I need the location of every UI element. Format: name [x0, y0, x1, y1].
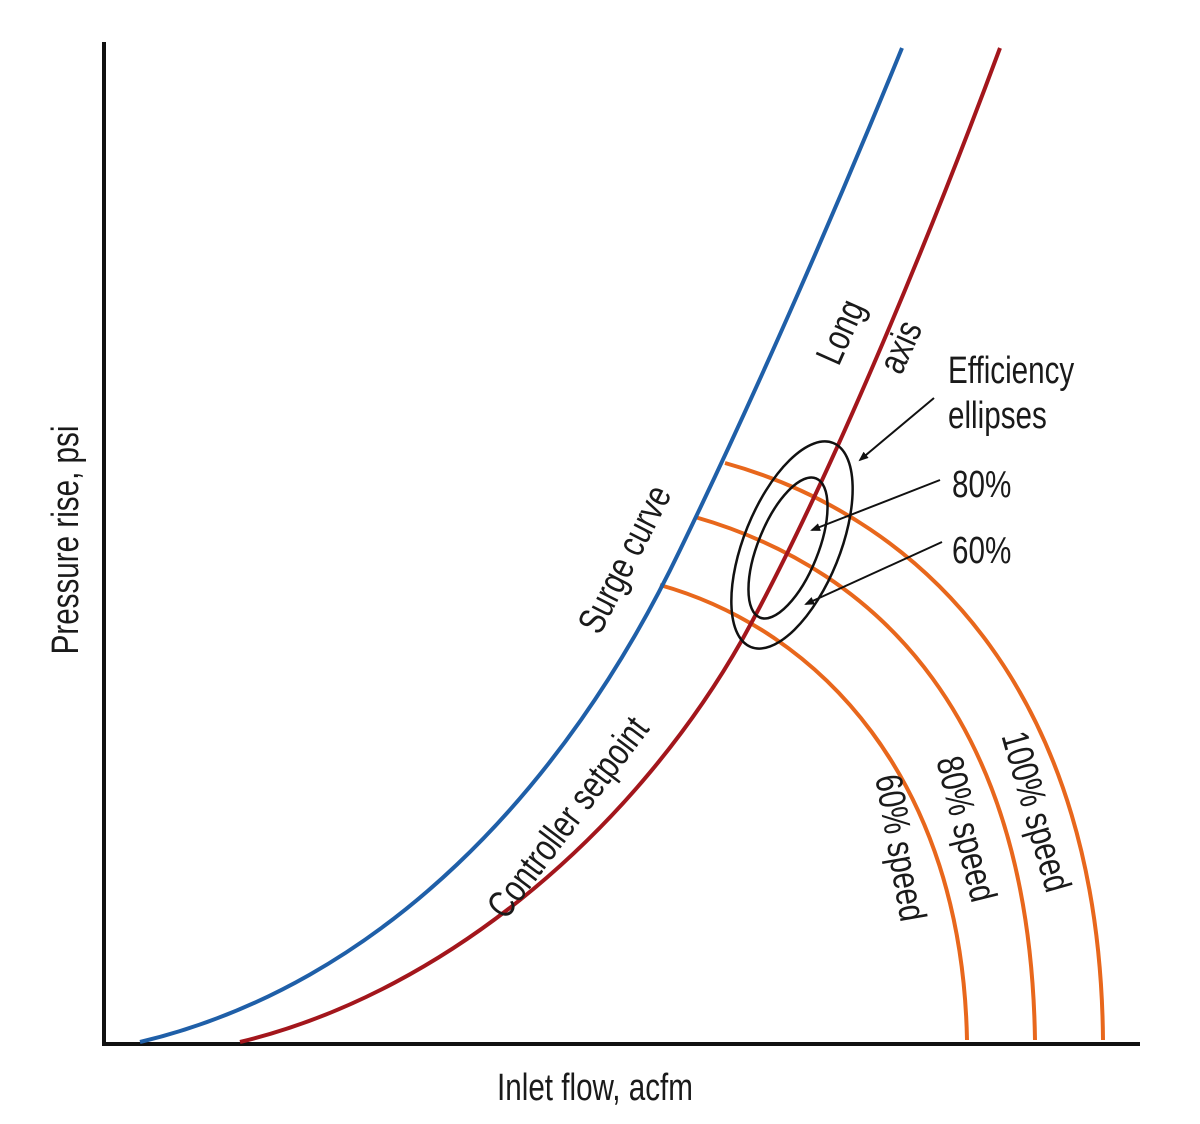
efficiency-label-1: Efficiency	[948, 350, 1074, 392]
speed-line-100	[724, 461, 1105, 1041]
surge-curve	[139, 47, 904, 1044]
speed-line-60	[659, 583, 969, 1041]
speed-label-60: 60% speed	[866, 771, 933, 924]
pct-60-label: 60%	[952, 530, 1011, 572]
long-axis-label-2: axis	[871, 314, 931, 379]
long-axis-label-1: Long	[808, 293, 874, 370]
efficiency-ellipse-80	[747, 476, 829, 620]
pct-80-label: 80%	[952, 464, 1011, 506]
y-axis-label: Pressure rise, psi	[45, 426, 87, 655]
speed-label-80: 80% speed	[927, 752, 1004, 906]
efficiency-ellipse-60	[730, 440, 854, 650]
arrow-efficiency	[858, 397, 935, 462]
speed-label-100: 100% speed	[993, 727, 1079, 897]
arrow-60	[804, 541, 943, 605]
arrow-80	[810, 479, 941, 531]
speed-line-80	[694, 515, 1037, 1041]
efficiency-label-2: ellipses	[948, 395, 1047, 437]
surge-curve-label: Surge curve	[570, 479, 680, 641]
x-axis-label: Inlet flow, acfm	[497, 1067, 693, 1109]
